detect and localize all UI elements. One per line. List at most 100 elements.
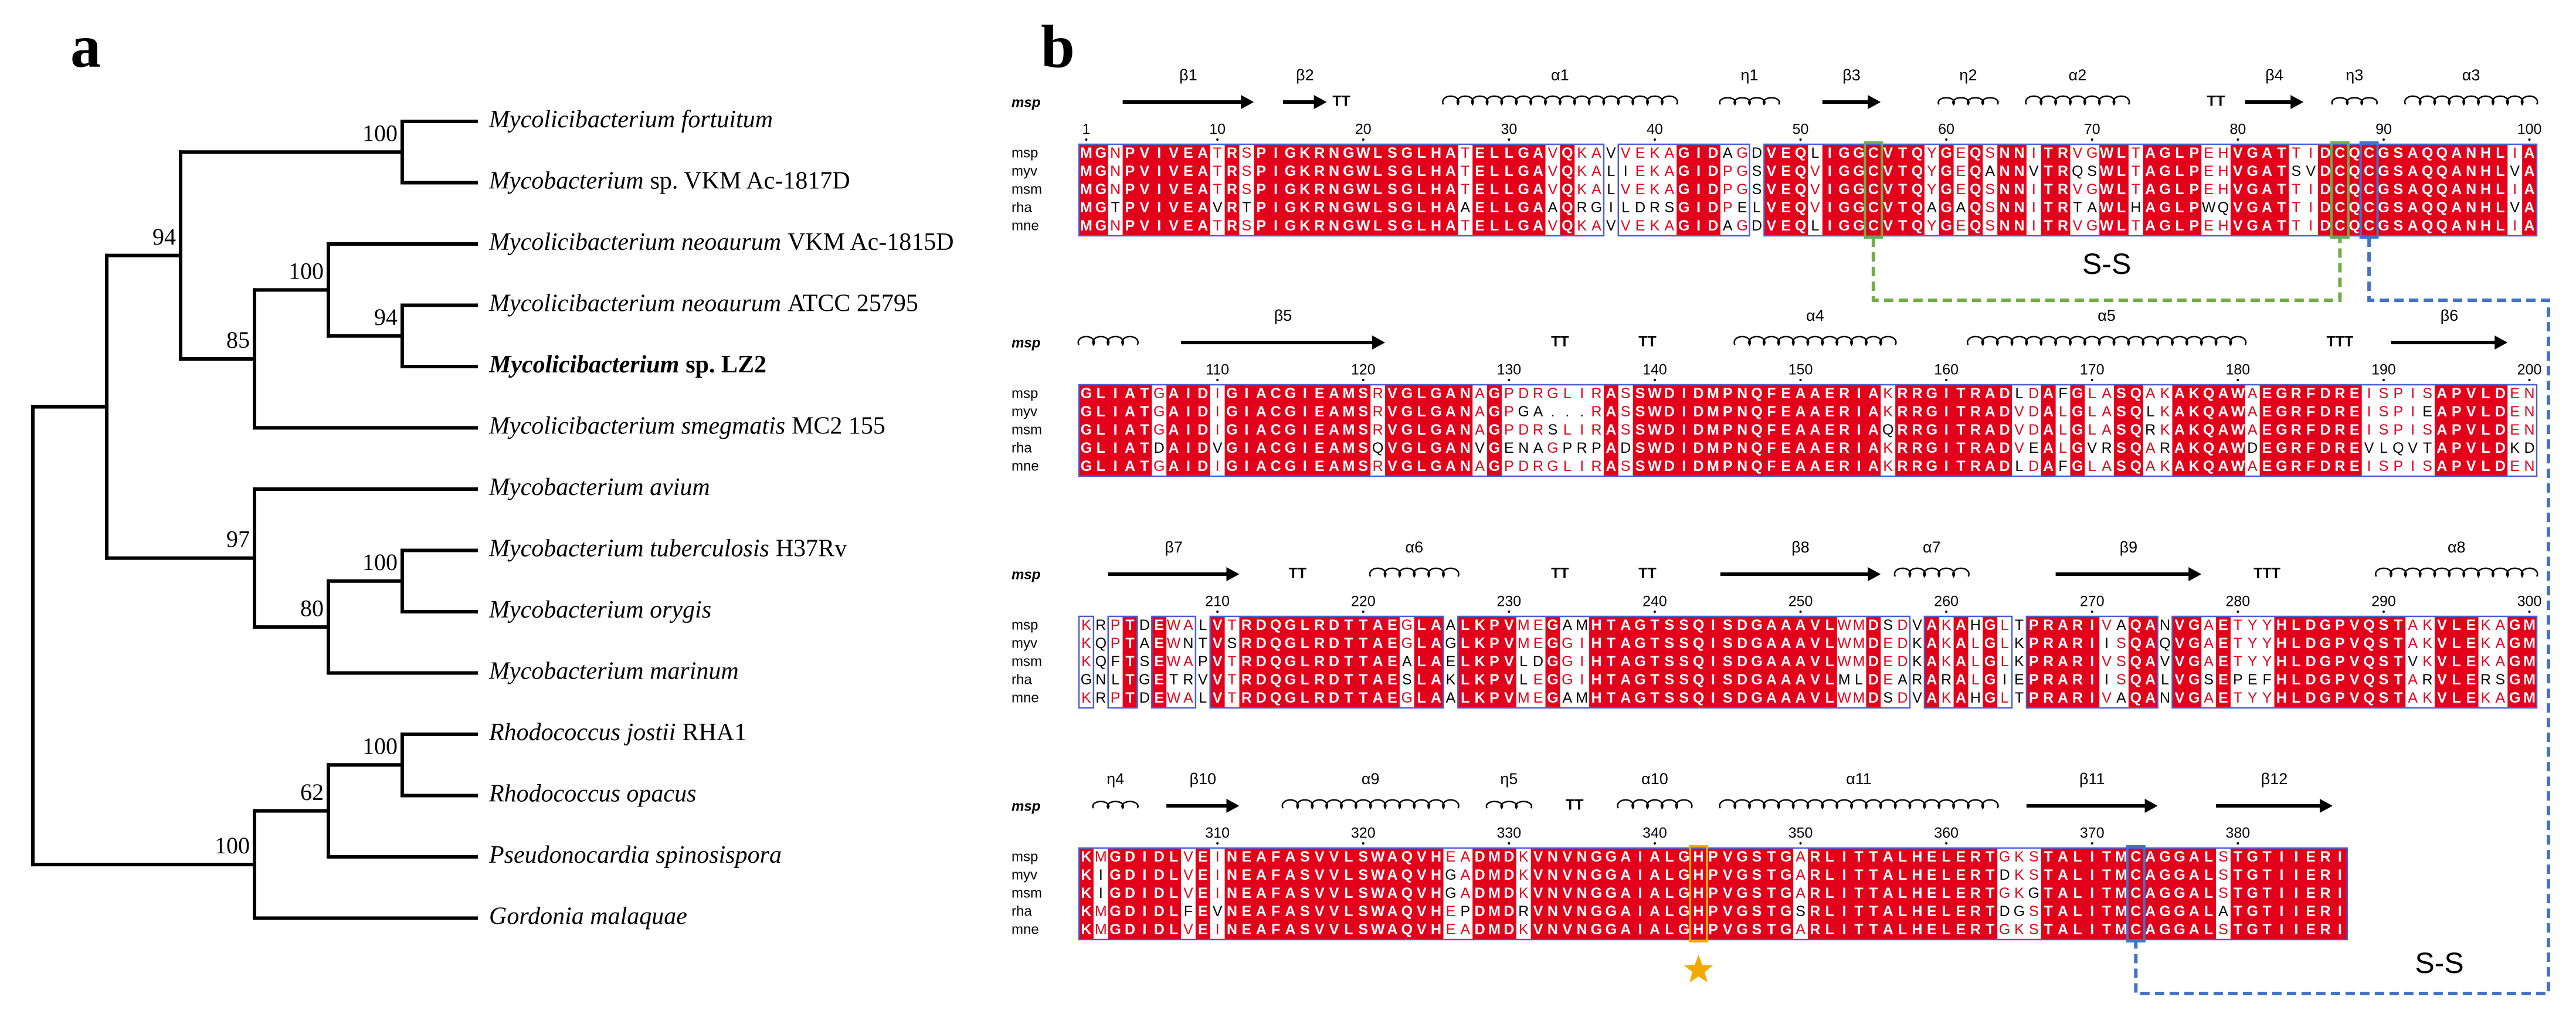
residue: M — [1342, 458, 1355, 474]
residue: M — [1518, 635, 1530, 652]
identity-block — [2507, 616, 2537, 708]
strain: sp. LZ2 — [685, 351, 766, 378]
ruler-number: 280 — [2226, 594, 2251, 610]
residue: T — [1344, 672, 1353, 688]
residue: A — [1591, 145, 1601, 161]
residue: G — [1109, 867, 1121, 883]
residue: A — [2408, 181, 2418, 198]
residue: D — [1475, 921, 1485, 938]
residue: N — [2466, 145, 2476, 161]
residue: E — [2350, 422, 2360, 438]
structure-label: α2 — [2069, 66, 2087, 84]
residue: Q — [2203, 404, 2214, 420]
residue: E — [2350, 458, 2360, 474]
residue: W — [1837, 653, 1851, 670]
residue: E — [1315, 458, 1325, 474]
residue: R — [2334, 404, 2345, 420]
residue: I — [2279, 885, 2283, 901]
residue: E — [1533, 690, 1543, 706]
residue: T — [2262, 885, 2271, 901]
residue: S — [1664, 690, 1674, 706]
residue: D — [1737, 690, 1747, 706]
residue: D — [1154, 903, 1165, 920]
residue: Q — [2130, 617, 2141, 633]
ruler-number: 1 — [1082, 121, 1090, 138]
residue: T — [1607, 635, 1615, 652]
residue: A — [1956, 672, 1966, 688]
residue: T — [2394, 635, 2402, 652]
structure-label: β5 — [1274, 307, 1292, 324]
residue: G — [1547, 617, 1558, 633]
residue: V — [1912, 617, 1922, 633]
residue: S — [2393, 145, 2403, 161]
residue: A — [1460, 199, 1470, 216]
residue: V — [1387, 404, 1397, 420]
residue: R — [2334, 422, 2345, 438]
residue: I — [1857, 404, 1861, 420]
residue: L — [1607, 163, 1615, 179]
residue: K — [2189, 458, 2200, 474]
residue: T — [2234, 921, 2242, 938]
residue: A — [2496, 653, 2506, 670]
residue: I — [1580, 385, 1584, 402]
residue: A — [1460, 867, 1470, 883]
residue: I — [1274, 199, 1278, 216]
residue: P — [2335, 617, 2345, 633]
residue: P — [1256, 163, 1266, 179]
residue: R — [1227, 199, 1237, 216]
residue: A — [1446, 617, 1456, 633]
residue: G — [1285, 653, 1296, 670]
residue: V — [2087, 440, 2097, 456]
residue: I — [2338, 849, 2342, 865]
bootstrap: 100 — [362, 733, 398, 759]
residue: I — [1142, 885, 1146, 901]
residue: Y — [2262, 617, 2272, 633]
residue: L — [1811, 218, 1819, 234]
residue: G — [1736, 163, 1747, 179]
residue: V — [2437, 653, 2447, 670]
residue: L — [1301, 690, 1309, 706]
residue: N — [1737, 458, 1747, 474]
residue: A — [2145, 218, 2156, 234]
ruler-dot — [2382, 611, 2385, 613]
residue: I — [2513, 218, 2517, 234]
residue: D — [1693, 385, 1704, 402]
residue: I — [1274, 218, 1278, 234]
residue: K — [1883, 440, 1893, 456]
residue: A — [1329, 440, 1339, 456]
residue: V — [2160, 653, 2170, 670]
residue: S — [2029, 921, 2039, 938]
residue: H — [2218, 145, 2228, 161]
residue: D — [1154, 867, 1165, 883]
residue: C — [1868, 181, 1879, 198]
residue: L — [2292, 617, 2300, 633]
residue: E — [2262, 458, 2272, 474]
residue: L — [1898, 867, 1907, 883]
residue: A — [1796, 653, 1806, 670]
residue: A — [1431, 653, 1441, 670]
residue: Q — [2349, 218, 2360, 234]
residue: W — [2100, 163, 2114, 179]
residue: G — [1853, 199, 1864, 216]
residue: N — [1227, 921, 1237, 938]
residue: A — [1926, 690, 1937, 706]
residue: A — [1329, 458, 1339, 474]
residue: G — [1401, 617, 1413, 633]
turn-label: TT — [1566, 797, 1584, 813]
residue: K — [1081, 903, 1091, 920]
residue: S — [1883, 690, 1893, 706]
residue: S — [2379, 653, 2389, 670]
residue: H — [1693, 921, 1704, 938]
residue: L — [2292, 635, 2300, 652]
residue: K — [2481, 617, 2491, 633]
residue: T — [2292, 145, 2300, 161]
residue: G — [1489, 458, 1500, 474]
residue: D — [1518, 422, 1529, 438]
residue: G — [1401, 458, 1413, 474]
residue: A — [2218, 404, 2228, 420]
residue: A — [2145, 885, 2156, 901]
residue: L — [1665, 849, 1674, 865]
residue: S — [2087, 163, 2097, 179]
residue: N — [1460, 458, 1471, 474]
